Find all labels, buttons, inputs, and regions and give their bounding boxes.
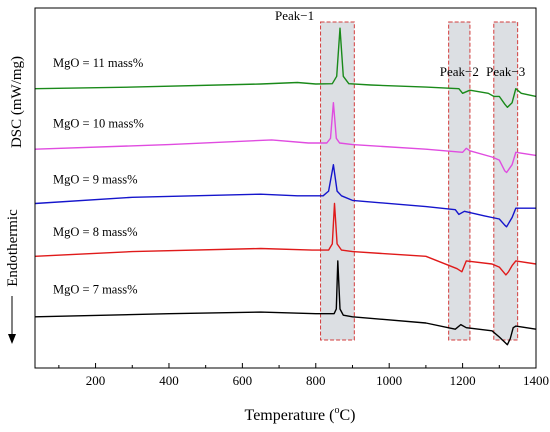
y-axis-label: DSC (mW/mg) (9, 56, 25, 148)
peak-regions: Peak−1 Peak−2 Peak−3 (275, 8, 525, 341)
peak-region-2 (448, 21, 471, 341)
peak-label-1: Peak−1 (275, 8, 314, 23)
x-tick-label-1000: 1000 (376, 373, 402, 388)
endothermic-arrow-head (8, 334, 16, 344)
series-line-1 (34, 27, 537, 108)
peak-label-2: Peak−2 (440, 64, 479, 79)
x-axis-label: Temperature (oC) (245, 405, 356, 424)
series-line-4 (34, 202, 537, 276)
x-tick-label-800: 800 (306, 373, 326, 388)
series-label-2: MgO = 10 mass% (53, 116, 144, 130)
x-tick-label-1400: 1400 (523, 373, 549, 388)
x-axis-label-end: C) (339, 407, 355, 424)
series-line-2 (34, 102, 537, 174)
series-label-3: MgO = 9 mass% (53, 172, 137, 186)
peak-label-3: Peak−3 (486, 64, 525, 79)
series-line-5 (34, 260, 537, 346)
endothermic-label: Endothermic (5, 209, 21, 287)
series-label-4: MgO = 8 mass% (53, 225, 137, 239)
dsc-curves (34, 27, 537, 346)
x-axis-label-degree: o (334, 405, 339, 416)
x-tick-label-400: 400 (159, 373, 179, 388)
plot-frame (34, 7, 537, 369)
x-tick-label-200: 200 (86, 373, 106, 388)
series-label-1: MgO = 11 mass% (53, 56, 143, 70)
x-axis-ticks: 200 400 600 800 1000 1200 1400 (58, 363, 549, 388)
peak-region-3 (493, 21, 519, 341)
series-line-3 (34, 164, 536, 228)
series-label-5: MgO = 7 mass% (53, 283, 137, 297)
x-axis-label-main: Temperature ( (245, 407, 335, 424)
x-tick-label-1200: 1200 (450, 373, 476, 388)
x-tick-label-600: 600 (233, 373, 253, 388)
series-labels: MgO = 11 mass% MgO = 10 mass% MgO = 9 mass… (53, 56, 144, 297)
